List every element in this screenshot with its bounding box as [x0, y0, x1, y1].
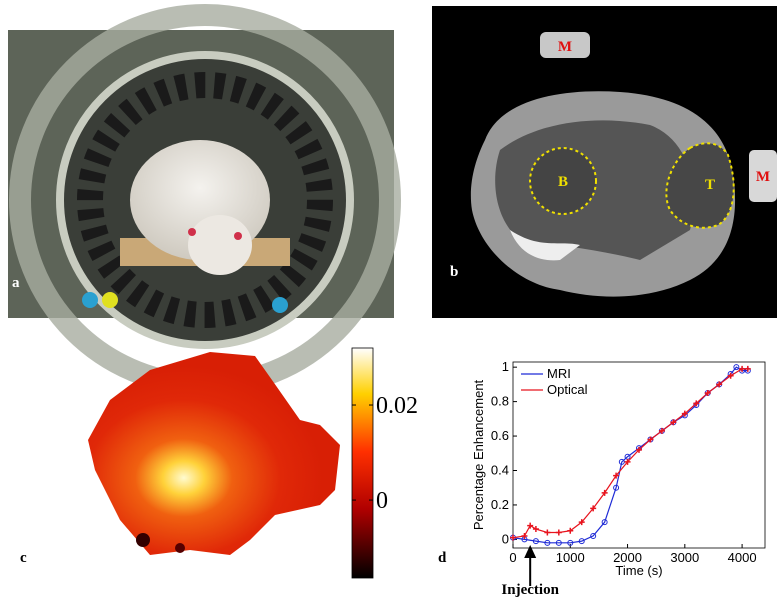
- mri-panel: M B T M b: [432, 6, 777, 318]
- panel-label: a: [12, 275, 20, 291]
- x-tick-label: 0: [509, 550, 516, 565]
- y-axis-label: Percentage Enhancement: [471, 379, 486, 530]
- mri-annotation: T: [705, 177, 715, 193]
- y-tick-label: 0.2: [491, 497, 509, 512]
- mri-annotation: M: [558, 39, 572, 55]
- panel-label: b: [450, 264, 458, 280]
- y-tick-label: 0.4: [491, 463, 509, 478]
- mri-annotation: B: [558, 174, 568, 190]
- annotation: Injection: [501, 582, 559, 598]
- y-tick-label: 0.6: [491, 428, 509, 443]
- x-tick-label: 1000: [556, 550, 585, 565]
- x-tick-label: 4000: [728, 550, 757, 565]
- x-tick-label: 3000: [670, 550, 699, 565]
- colorbar-tick-label: 0.02: [376, 393, 418, 419]
- photo-panel: a: [8, 15, 394, 385]
- y-tick-label: 0.8: [491, 394, 509, 409]
- panel-label: d: [438, 550, 447, 566]
- colorbar-tick-label: 0: [376, 488, 388, 514]
- x-axis-label: Time (s): [615, 563, 662, 578]
- y-tick-label: 0: [502, 531, 509, 546]
- heatmap-panel: c 0.02 0: [20, 348, 418, 578]
- legend-label: Optical: [547, 382, 588, 397]
- legend-label: MRI: [547, 366, 571, 381]
- y-tick-label: 1: [502, 359, 509, 374]
- figure: a M B T M b c 0.020 d 010002000300040000…: [0, 0, 783, 598]
- mri-annotation: M: [756, 169, 770, 185]
- panel-label: c: [20, 550, 27, 566]
